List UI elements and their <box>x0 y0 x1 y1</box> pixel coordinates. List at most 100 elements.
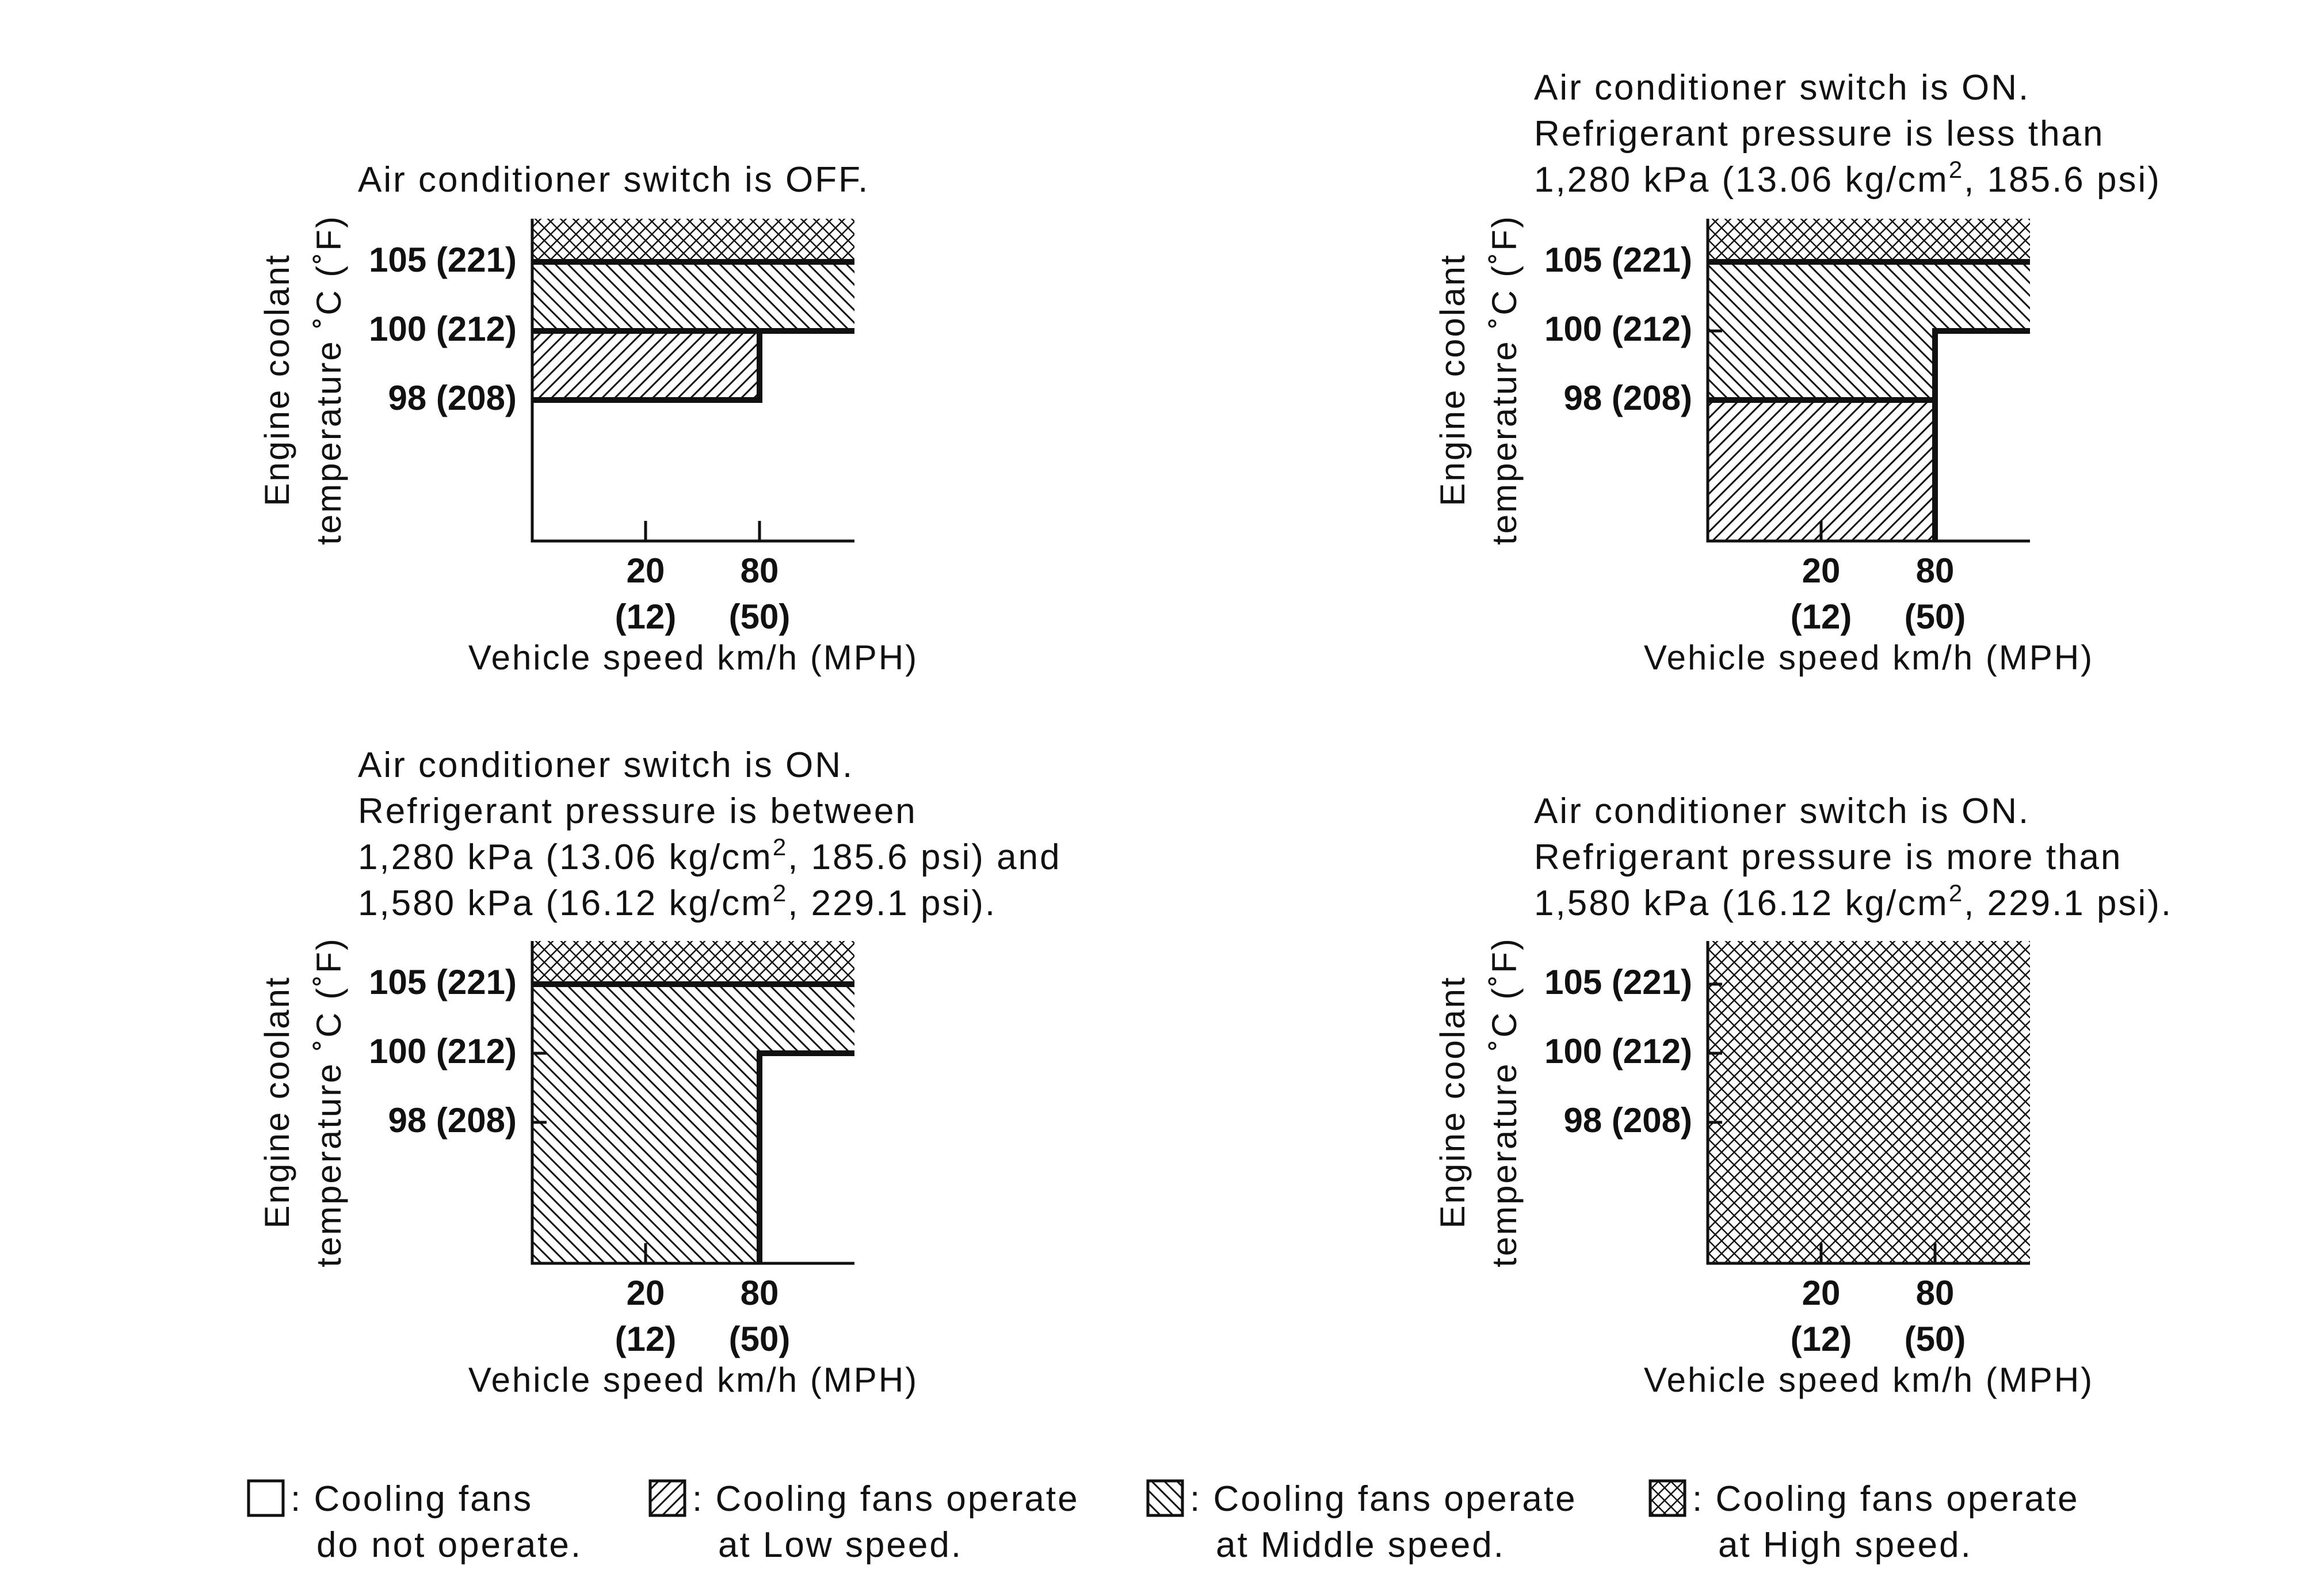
x-axis-label: Vehicle speed km/h (MPH) <box>468 638 918 677</box>
legend-item-low: : Cooling fans operate at Low speed. <box>648 1479 1079 1565</box>
chart-zones <box>532 219 854 400</box>
x-axis-label: Vehicle speed km/h (MPH) <box>468 1361 918 1399</box>
x-tick-label: 80 <box>741 1274 779 1312</box>
legend-item-middle: : Cooling fans operate at Middle speed. <box>1146 1479 1577 1565</box>
zone-middle <box>1708 262 2030 331</box>
x-tick-label: (12) <box>1791 1320 1852 1358</box>
y-tick-label: 105 (221) <box>1544 963 1692 1001</box>
legend-item-high: : Cooling fans operate at High speed. <box>1648 1479 2079 1565</box>
chart-ac-on-mid-pressure: Air conditioner switch is ON. Refrigeran… <box>258 745 1062 1399</box>
zone-high <box>532 219 854 262</box>
x-tick-labels: 20 (12) 80 (50) <box>615 551 791 636</box>
legend-label: : Cooling fans operate <box>1190 1479 1577 1519</box>
chart-caption-line: Air conditioner switch is ON. <box>358 745 854 785</box>
x-tick-label: (50) <box>729 597 791 636</box>
zone-middle <box>532 984 854 1053</box>
chart-zones <box>1708 941 2030 1263</box>
zone-boundaries <box>532 259 854 403</box>
legend-swatch-low <box>648 1479 686 1517</box>
chart-zones <box>1708 219 2030 541</box>
chart-caption: Air conditioner switch is ON. Refrigeran… <box>358 745 1062 923</box>
y-tick-label: 100 (212) <box>1544 310 1692 348</box>
chart-axes <box>1706 941 2030 1265</box>
y-tick-label: 100 (212) <box>1544 1032 1692 1071</box>
x-tick-label: 20 <box>1802 1274 1841 1312</box>
x-tick-label: 80 <box>741 551 779 590</box>
y-axis-label: Engine coolant temperature ˚C (˚F) <box>258 937 348 1267</box>
y-tick-label: 100 (212) <box>369 310 517 348</box>
y-tick-label: 105 (221) <box>1544 241 1692 279</box>
legend-swatch-high <box>1648 1479 1686 1517</box>
y-tick-labels: 105 (221) 100 (212) 98 (208) <box>369 963 517 1140</box>
x-axis-label: Vehicle speed km/h (MPH) <box>1644 1361 2094 1399</box>
y-axis-label-line: Engine coolant <box>258 976 296 1229</box>
chart-axes <box>531 219 854 543</box>
chart-caption-line: 1,280 kPa (13.06 kg/cm2, 185.6 psi) and <box>358 833 1062 877</box>
x-tick-label: 80 <box>1916 1274 1955 1312</box>
x-tick-labels: 20 (12) 80 (50) <box>615 1274 791 1358</box>
y-axis-label-line: temperature ˚C (˚F) <box>1485 215 1524 545</box>
y-tick-label: 105 (221) <box>369 241 517 279</box>
y-axis-label-line: Engine coolant <box>1433 254 1472 506</box>
legend-label: : Cooling fans operate <box>1692 1479 2079 1519</box>
y-tick-labels: 105 (221) 100 (212) 98 (208) <box>369 241 517 417</box>
chart-axes <box>1706 219 2030 543</box>
y-axis-label-line: Engine coolant <box>258 254 296 506</box>
y-axis-label-line: temperature ˚C (˚F) <box>1485 937 1524 1267</box>
chart-ac-off: Air conditioner switch is OFF. 105 (221)… <box>258 160 918 677</box>
chart-ac-on-high-pressure: Air conditioner switch is ON. Refrigeran… <box>1433 791 2173 1399</box>
x-tick-label: (12) <box>1791 597 1852 636</box>
x-tick-labels: 20 (12) 80 (50) <box>1791 551 1966 636</box>
y-axis-label-line: temperature ˚C (˚F) <box>310 937 348 1267</box>
chart-caption-line: 1,580 kPa (16.12 kg/cm2, 229.1 psi). <box>1534 879 2173 923</box>
legend-item-off: : Cooling fans do not operate. <box>247 1479 582 1565</box>
chart-caption-line: Air conditioner switch is OFF. <box>358 160 869 200</box>
chart-zones <box>532 941 854 1263</box>
legend-swatch-middle <box>1146 1479 1184 1517</box>
chart-caption-line: Refrigerant pressure is more than <box>1534 837 2123 877</box>
y-axis-label: Engine coolant temperature ˚C (˚F) <box>1433 215 1524 545</box>
zone-low <box>532 331 760 400</box>
x-tick-label: 80 <box>1916 551 1955 590</box>
y-tick-labels: 105 (221) 100 (212) 98 (208) <box>1544 241 1692 417</box>
chart-ac-on-low-pressure: Air conditioner switch is ON. Refrigeran… <box>1433 68 2161 677</box>
chart-caption-line: Refrigerant pressure is less than <box>1534 114 2105 154</box>
x-axis-label: Vehicle speed km/h (MPH) <box>1644 638 2094 677</box>
legend-swatch-none <box>247 1479 285 1517</box>
y-axis-label-line: Engine coolant <box>1433 976 1472 1229</box>
zone-boundaries <box>1708 259 2030 541</box>
zone-high <box>1708 941 2030 1263</box>
x-tick-label: 20 <box>1802 551 1841 590</box>
legend: : Cooling fans do not operate. : Cooling… <box>247 1479 2079 1565</box>
y-tick-labels: 105 (221) 100 (212) 98 (208) <box>1544 963 1692 1140</box>
zone-middle <box>532 1053 760 1263</box>
x-tick-label: (50) <box>729 1320 791 1358</box>
chart-caption: Air conditioner switch is ON. Refrigeran… <box>1534 68 2161 200</box>
chart-caption-line: Air conditioner switch is ON. <box>1534 791 2030 831</box>
y-tick-label: 105 (221) <box>369 963 517 1001</box>
x-tick-label: (12) <box>615 1320 677 1358</box>
y-tick-label: 98 (208) <box>388 379 517 417</box>
x-tick-label: (50) <box>1905 1320 1966 1358</box>
y-tick-label: 98 (208) <box>1564 379 1692 417</box>
y-axis-label: Engine coolant temperature ˚C (˚F) <box>258 215 348 545</box>
zone-boundaries <box>532 981 854 1263</box>
zone-middle <box>1708 331 1935 400</box>
zone-low <box>1708 400 1935 541</box>
chart-caption-line: Refrigerant pressure is between <box>358 791 917 831</box>
chart-caption-line: Air conditioner switch is ON. <box>1534 68 2030 108</box>
legend-label: : Cooling fans operate <box>692 1479 1079 1519</box>
y-tick-label: 100 (212) <box>369 1032 517 1071</box>
legend-label: do not operate. <box>316 1525 582 1565</box>
x-tick-label: 20 <box>627 551 665 590</box>
chart-caption-line: 1,280 kPa (13.06 kg/cm2, 185.6 psi) <box>1534 156 2161 200</box>
x-tick-labels: 20 (12) 80 (50) <box>1791 1274 1966 1358</box>
zone-high <box>1708 219 2030 262</box>
x-tick-label: 20 <box>627 1274 665 1312</box>
x-tick-label: (50) <box>1905 597 1966 636</box>
chart-caption: Air conditioner switch is ON. Refrigeran… <box>1534 791 2173 923</box>
y-axis-label: Engine coolant temperature ˚C (˚F) <box>1433 937 1524 1267</box>
y-axis-label-line: temperature ˚C (˚F) <box>310 215 348 545</box>
zone-middle <box>532 262 854 331</box>
